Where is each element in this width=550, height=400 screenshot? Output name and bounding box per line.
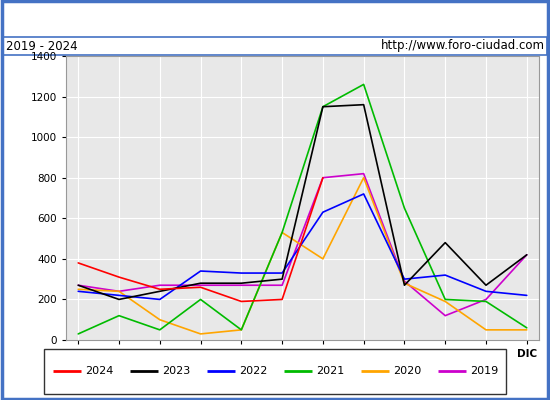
Text: 2023: 2023: [163, 366, 191, 376]
FancyBboxPatch shape: [44, 350, 506, 394]
Text: 2019: 2019: [471, 366, 499, 376]
FancyBboxPatch shape: [3, 37, 547, 55]
Text: http://www.foro-ciudad.com: http://www.foro-ciudad.com: [381, 40, 544, 52]
Text: 2020: 2020: [394, 366, 422, 376]
Text: 2022: 2022: [240, 366, 268, 376]
Text: 2021: 2021: [317, 366, 345, 376]
Text: Evolucion Nº Turistas Nacionales en el municipio de Ponga: Evolucion Nº Turistas Nacionales en el m…: [46, 11, 504, 25]
Text: 2019 - 2024: 2019 - 2024: [6, 40, 77, 52]
Text: 2024: 2024: [86, 366, 114, 376]
